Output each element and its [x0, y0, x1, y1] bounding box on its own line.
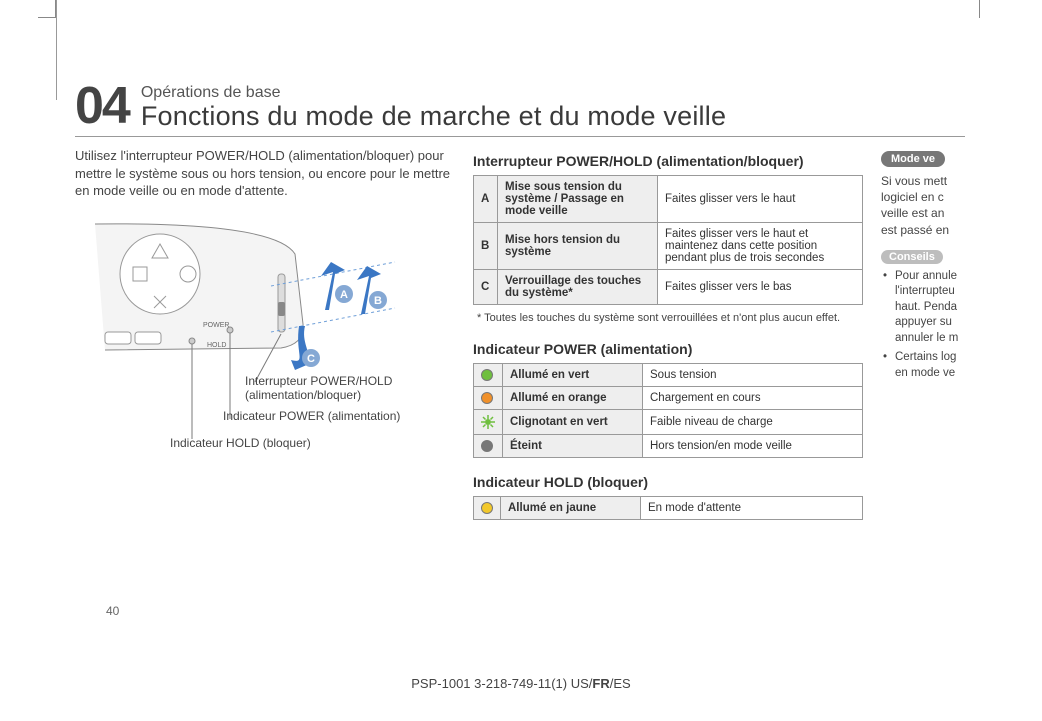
row-desc: Faites glisser vers le bas	[658, 270, 863, 305]
text-power: POWER	[203, 322, 229, 329]
row-desc: En mode d'attente	[641, 497, 863, 520]
diagram-svg: POWER HOLD	[75, 214, 435, 474]
row-desc: Faites glisser vers le haut et maintenez…	[658, 223, 863, 270]
diagram-label-switch: Interrupteur POWER/HOLD (alimentation/bl…	[245, 374, 435, 403]
right-paragraph: Si vous mett logiciel en c veille est an…	[881, 173, 1021, 238]
left-column: Utilisez l'interrupteur POWER/HOLD (alim…	[75, 147, 455, 474]
row-desc: Sous tension	[643, 364, 863, 387]
row-letter: B	[474, 223, 498, 270]
row-label: Mise sous tension du système / Passage e…	[498, 176, 658, 223]
chapter-header: 04 Opérations de base Fonctions du mode …	[75, 80, 1042, 132]
led-green-icon	[474, 364, 503, 387]
footer-model: PSP-1001 3-218-749-11(1) US/	[411, 676, 592, 691]
doc-footer: PSP-1001 3-218-749-11(1) US/FR/ES	[0, 676, 1042, 691]
power-heading: Indicateur POWER (alimentation)	[473, 341, 863, 357]
hold-table: Allumé en jaune En mode d'attente	[473, 496, 863, 520]
page-content: 04 Opérations de base Fonctions du mode …	[75, 80, 1042, 520]
tip-bullet: Pour annule l'interrupteu haut. Penda ap…	[881, 269, 1021, 347]
crop-mark-tr	[979, 0, 980, 18]
switch-table: A Mise sous tension du système / Passage…	[473, 175, 863, 305]
crop-mark-tl	[38, 0, 56, 18]
row-label: Clignotant en vert	[503, 410, 643, 435]
tips-pill: Conseils	[881, 250, 943, 264]
diagram-letter-a: A	[340, 289, 348, 301]
page-title: Fonctions du mode de marche et du mode v…	[141, 102, 726, 130]
right-column: Mode ve Si vous mett logiciel en c veill…	[881, 147, 1021, 381]
table-row: A Mise sous tension du système / Passage…	[474, 176, 863, 223]
tip-bullet: Certains log en mode ve	[881, 350, 1021, 381]
mode-pill: Mode ve	[881, 151, 945, 167]
intro-paragraph: Utilisez l'interrupteur POWER/HOLD (alim…	[75, 147, 455, 200]
chapter-number: 04	[75, 80, 129, 132]
switch-footnote: * Toutes les touches du système sont ver…	[473, 311, 863, 325]
footer-lang-strong: FR	[592, 676, 609, 691]
led-yellow-icon	[474, 497, 501, 520]
led-orange-icon	[474, 387, 503, 410]
row-label: Éteint	[503, 435, 643, 458]
middle-column: Interrupteur POWER/HOLD (alimentation/bl…	[473, 147, 863, 520]
hold-heading: Indicateur HOLD (bloquer)	[473, 474, 863, 490]
diagram-label-power: Indicateur POWER (alimentation)	[223, 409, 443, 423]
title-block: Opérations de base Fonctions du mode de …	[141, 84, 726, 132]
text-hold: HOLD	[207, 342, 226, 349]
row-desc: Faible niveau de charge	[643, 410, 863, 435]
row-label: Mise hors tension du système	[498, 223, 658, 270]
row-letter: C	[474, 270, 498, 305]
table-row: Allumé en vert Sous tension	[474, 364, 863, 387]
table-row: C Verrouillage des touches du système* F…	[474, 270, 863, 305]
table-row: B Mise hors tension du système Faites gl…	[474, 223, 863, 270]
diagram-letter-c: C	[307, 353, 315, 365]
row-desc: Faites glisser vers le haut	[658, 176, 863, 223]
led-off-icon	[474, 435, 503, 458]
power-table: Allumé en vert Sous tension Allumé en or…	[473, 363, 863, 458]
diagram-letter-b: B	[374, 295, 382, 307]
table-row: Allumé en orange Chargement en cours	[474, 387, 863, 410]
row-label: Allumé en vert	[503, 364, 643, 387]
category-label: Opérations de base	[141, 84, 726, 102]
header-rule	[75, 136, 965, 137]
device-diagram: POWER HOLD	[75, 214, 435, 474]
switch-heading: Interrupteur POWER/HOLD (alimentation/bl…	[473, 153, 863, 169]
crop-guide-vline	[56, 0, 57, 100]
row-desc: Hors tension/en mode veille	[643, 435, 863, 458]
row-desc: Chargement en cours	[643, 387, 863, 410]
row-label: Allumé en jaune	[501, 497, 641, 520]
page-number: 40	[106, 604, 119, 618]
row-label: Allumé en orange	[503, 387, 643, 410]
table-row: Clignotant en vert Faible niveau de char…	[474, 410, 863, 435]
footer-lang-tail: /ES	[610, 676, 631, 691]
row-label: Verrouillage des touches du système*	[498, 270, 658, 305]
diagram-label-hold: Indicateur HOLD (bloquer)	[170, 436, 390, 450]
table-row: Allumé en jaune En mode d'attente	[474, 497, 863, 520]
row-letter: A	[474, 176, 498, 223]
table-row: Éteint Hors tension/en mode veille	[474, 435, 863, 458]
led-burst-icon	[474, 410, 503, 435]
